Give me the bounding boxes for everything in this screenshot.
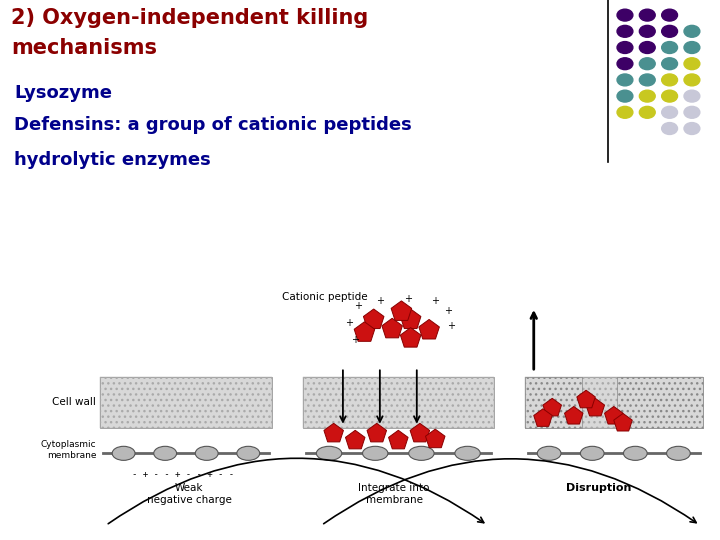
Text: - + - - + - - + - -: - + - - + - - + - - <box>132 470 234 479</box>
Text: Disruption: Disruption <box>566 483 631 493</box>
Polygon shape <box>534 409 552 427</box>
Polygon shape <box>324 423 343 442</box>
Text: +: + <box>376 296 384 306</box>
Text: Cell wall: Cell wall <box>53 397 96 407</box>
Polygon shape <box>400 328 421 347</box>
Ellipse shape <box>409 446 434 460</box>
Circle shape <box>639 106 655 118</box>
Text: +: + <box>403 294 412 304</box>
Bar <box>524 377 582 428</box>
Text: 2) Oxygen-independent killing: 2) Oxygen-independent killing <box>11 8 368 28</box>
Ellipse shape <box>363 446 388 460</box>
Circle shape <box>617 25 633 37</box>
Text: Cytoplasmic
membrane: Cytoplasmic membrane <box>40 440 96 460</box>
Circle shape <box>662 42 678 53</box>
Text: +: + <box>345 318 353 328</box>
Circle shape <box>639 25 655 37</box>
Polygon shape <box>389 430 408 449</box>
Polygon shape <box>419 320 439 339</box>
Bar <box>524 377 703 428</box>
FancyArrowPatch shape <box>324 459 696 524</box>
Bar <box>303 377 494 428</box>
Ellipse shape <box>316 446 342 460</box>
Circle shape <box>684 74 700 86</box>
Text: mechanisms: mechanisms <box>11 38 157 58</box>
Ellipse shape <box>154 446 176 460</box>
Circle shape <box>639 58 655 70</box>
Polygon shape <box>543 399 562 416</box>
Ellipse shape <box>237 446 260 460</box>
Bar <box>100 377 272 428</box>
Circle shape <box>617 106 633 118</box>
Bar <box>100 377 272 428</box>
Polygon shape <box>382 318 402 338</box>
Polygon shape <box>586 399 605 416</box>
Circle shape <box>662 90 678 102</box>
Circle shape <box>662 25 678 37</box>
Circle shape <box>617 90 633 102</box>
Circle shape <box>662 123 678 134</box>
Text: Cationic peptide: Cationic peptide <box>282 292 367 302</box>
Polygon shape <box>564 407 583 424</box>
Polygon shape <box>367 423 387 442</box>
Circle shape <box>617 74 633 86</box>
Ellipse shape <box>455 446 480 460</box>
Circle shape <box>684 90 700 102</box>
Circle shape <box>639 74 655 86</box>
Circle shape <box>662 74 678 86</box>
Ellipse shape <box>667 446 690 460</box>
Text: +: + <box>351 335 359 345</box>
Circle shape <box>684 58 700 70</box>
Text: hydrolytic enzymes: hydrolytic enzymes <box>14 151 211 169</box>
Ellipse shape <box>624 446 647 460</box>
Bar <box>617 377 703 428</box>
Circle shape <box>684 106 700 118</box>
Polygon shape <box>605 407 623 424</box>
Ellipse shape <box>580 446 604 460</box>
Polygon shape <box>346 430 365 449</box>
Circle shape <box>684 25 700 37</box>
Text: +: + <box>431 296 439 306</box>
Bar <box>303 377 494 428</box>
Polygon shape <box>613 414 632 431</box>
Text: Lysozyme: Lysozyme <box>14 84 112 102</box>
Circle shape <box>639 42 655 53</box>
Ellipse shape <box>112 446 135 460</box>
Text: +: + <box>444 306 451 315</box>
Circle shape <box>662 9 678 21</box>
Ellipse shape <box>195 446 218 460</box>
Circle shape <box>662 106 678 118</box>
Polygon shape <box>400 309 421 328</box>
Circle shape <box>662 58 678 70</box>
Text: Defensins: a group of cationic peptides: Defensins: a group of cationic peptides <box>14 116 412 134</box>
Text: +: + <box>354 301 362 311</box>
Polygon shape <box>391 301 412 320</box>
Text: Integrate into
membrane: Integrate into membrane <box>359 483 430 505</box>
Polygon shape <box>354 322 374 341</box>
FancyArrowPatch shape <box>108 458 484 524</box>
Polygon shape <box>577 390 595 408</box>
Polygon shape <box>364 309 384 328</box>
Circle shape <box>617 42 633 53</box>
Polygon shape <box>410 423 430 442</box>
Bar <box>524 377 703 428</box>
Text: Weak
negative charge: Weak negative charge <box>147 483 231 505</box>
Circle shape <box>684 42 700 53</box>
Circle shape <box>639 9 655 21</box>
Circle shape <box>617 58 633 70</box>
Circle shape <box>639 90 655 102</box>
Circle shape <box>617 9 633 21</box>
Polygon shape <box>426 429 445 448</box>
Ellipse shape <box>537 446 561 460</box>
Text: +: + <box>446 321 454 330</box>
Circle shape <box>684 123 700 134</box>
